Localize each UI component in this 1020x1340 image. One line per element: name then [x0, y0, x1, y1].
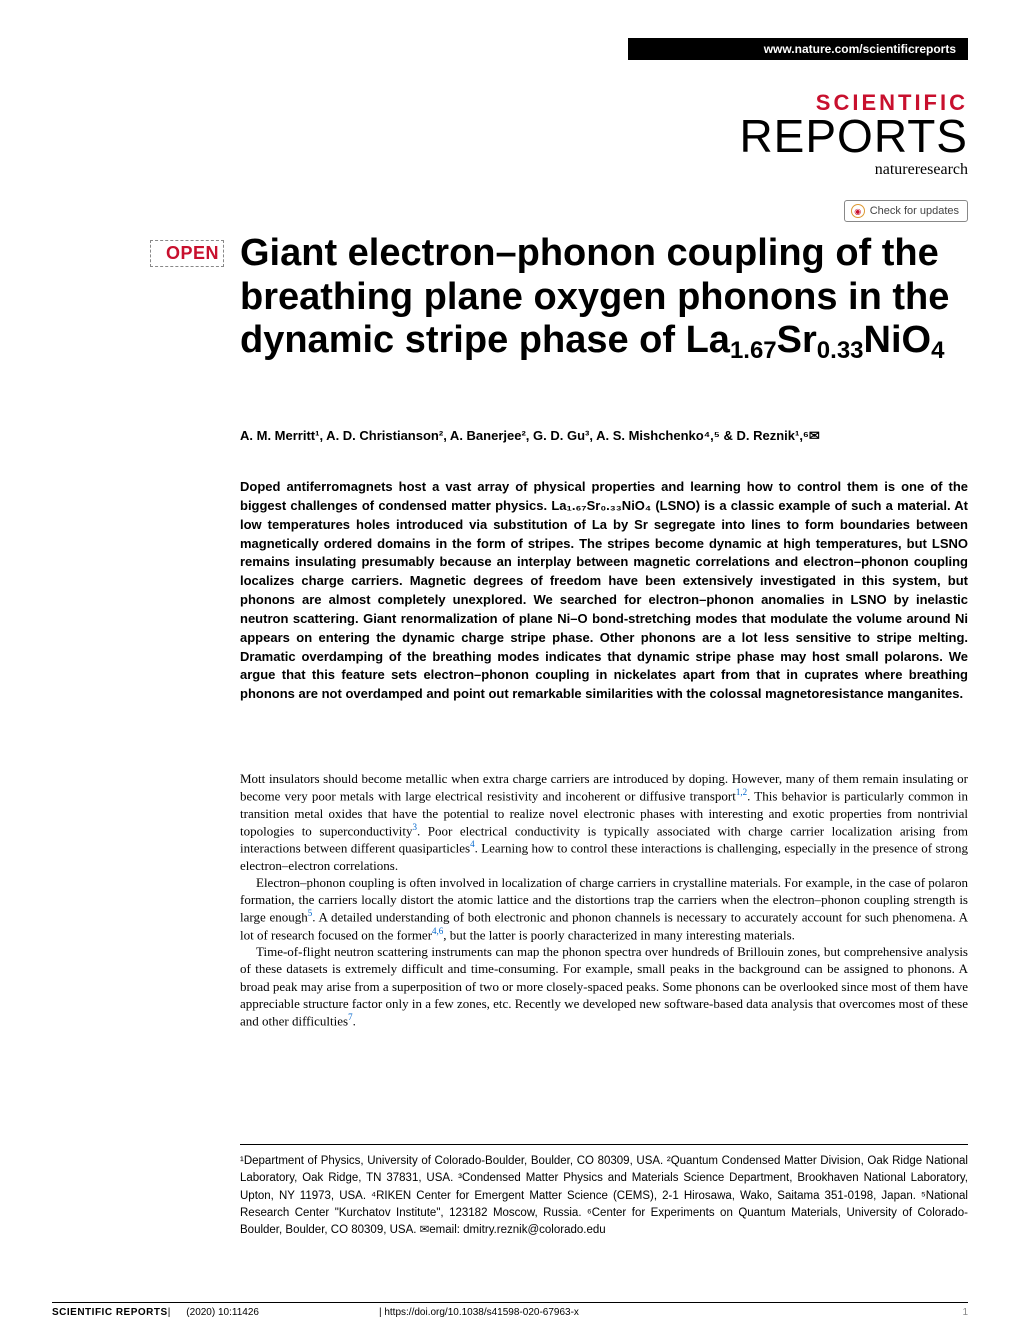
check-updates-button[interactable]: ◉ Check for updates	[844, 200, 968, 222]
title-line: Sr	[777, 319, 817, 361]
journal-line2: REPORTS	[739, 116, 968, 157]
citation-link[interactable]: 1,2	[736, 787, 747, 797]
footer-citation: (2020) 10:11426	[186, 1307, 259, 1318]
title-sub: 1.67	[730, 337, 777, 364]
citation-link[interactable]: 4,6	[432, 926, 443, 936]
abstract-text: Doped antiferromagnets host a vast array…	[240, 478, 968, 704]
footer: SCIENTIFIC REPORTS | (2020) 10:11426 | h…	[52, 1302, 968, 1318]
check-updates-label: Check for updates	[870, 205, 959, 217]
body-paragraph: Mott insulators should become metallic w…	[240, 770, 968, 874]
open-access-badge: OPEN	[150, 240, 224, 267]
title-sub: 4	[931, 337, 944, 364]
footer-divider: |	[168, 1307, 171, 1318]
footer-doi: | https://doi.org/10.1038/s41598-020-679…	[379, 1307, 579, 1318]
title-sub: 0.33	[817, 337, 864, 364]
article-title: Giant electron–phonon coupling of the br…	[240, 232, 968, 365]
footer-page-number: 1	[962, 1307, 968, 1318]
body-paragraph: Time-of-flight neutron scattering instru…	[240, 943, 968, 1029]
header-url-banner: www.nature.com/scientificreports	[628, 38, 968, 60]
title-line: NiO	[864, 319, 932, 361]
title-line: Giant electron–phonon coupling	[240, 232, 825, 274]
title-line: phase of La	[519, 319, 730, 361]
journal-line3: natureresearch	[739, 161, 968, 179]
body-span: , but the latter is poorly characterized…	[443, 927, 795, 942]
affiliations: ¹Department of Physics, University of Co…	[240, 1144, 968, 1239]
body-paragraph: Electron–phonon coupling is often involv…	[240, 874, 968, 943]
journal-logo: SCIENTIFIC REPORTS natureresearch	[739, 92, 968, 179]
header-url: www.nature.com/scientificreports	[764, 42, 956, 56]
footer-journal: SCIENTIFIC REPORTS	[52, 1307, 168, 1318]
crossmark-icon: ◉	[851, 204, 865, 218]
body-span: .	[353, 1013, 356, 1028]
author-list: A. M. Merritt¹, A. D. Christianson², A. …	[240, 426, 968, 446]
body-text: Mott insulators should become metallic w…	[240, 770, 968, 1029]
